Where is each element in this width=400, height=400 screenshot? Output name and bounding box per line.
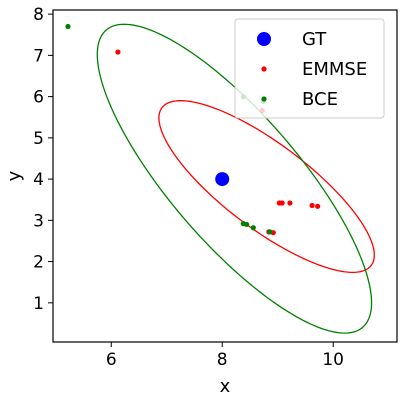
y-tick-label: 5 <box>33 129 44 149</box>
point-bce <box>65 23 71 30</box>
point-emmse <box>115 49 121 55</box>
legend-label-emmse: EMMSE <box>302 59 367 80</box>
x-axis-label: x <box>220 376 231 397</box>
ellipse-emmse <box>158 100 375 273</box>
y-tick-label: 1 <box>33 294 44 314</box>
y-tick-label: 2 <box>33 253 44 273</box>
x-tick-label: 10 <box>322 350 344 370</box>
y-tick-label: 4 <box>33 170 44 190</box>
y-axis: 1 2 3 4 5 6 7 8 <box>33 5 53 314</box>
legend-box <box>234 18 385 119</box>
ellipse-bce <box>96 23 373 334</box>
legend-marker-gt <box>257 32 271 46</box>
legend-label-bce: BCE <box>302 89 338 110</box>
confidence-ellipses <box>96 23 375 334</box>
y-tick-label: 8 <box>33 5 44 25</box>
x-tick-label: 6 <box>106 350 117 370</box>
point-gt <box>215 172 230 187</box>
point-emmse <box>287 200 293 206</box>
legend-marker-emmse <box>261 66 267 72</box>
x-tick-label: 8 <box>217 350 228 370</box>
x-axis: 6 8 10 <box>106 342 344 370</box>
y-axis-label: y <box>4 170 25 181</box>
point-emmse <box>315 203 321 209</box>
point-bce <box>244 221 250 228</box>
y-tick-label: 3 <box>33 211 44 231</box>
point-bce <box>250 225 256 231</box>
y-tick-label: 6 <box>33 88 44 108</box>
point-emmse <box>309 202 315 209</box>
legend-marker-bce <box>261 96 267 102</box>
legend-label-gt: GT <box>302 29 327 50</box>
point-bce <box>267 229 273 235</box>
point-emmse <box>279 200 285 206</box>
legend: GT EMMSE BCE <box>234 18 385 119</box>
y-tick-label: 7 <box>33 46 44 66</box>
